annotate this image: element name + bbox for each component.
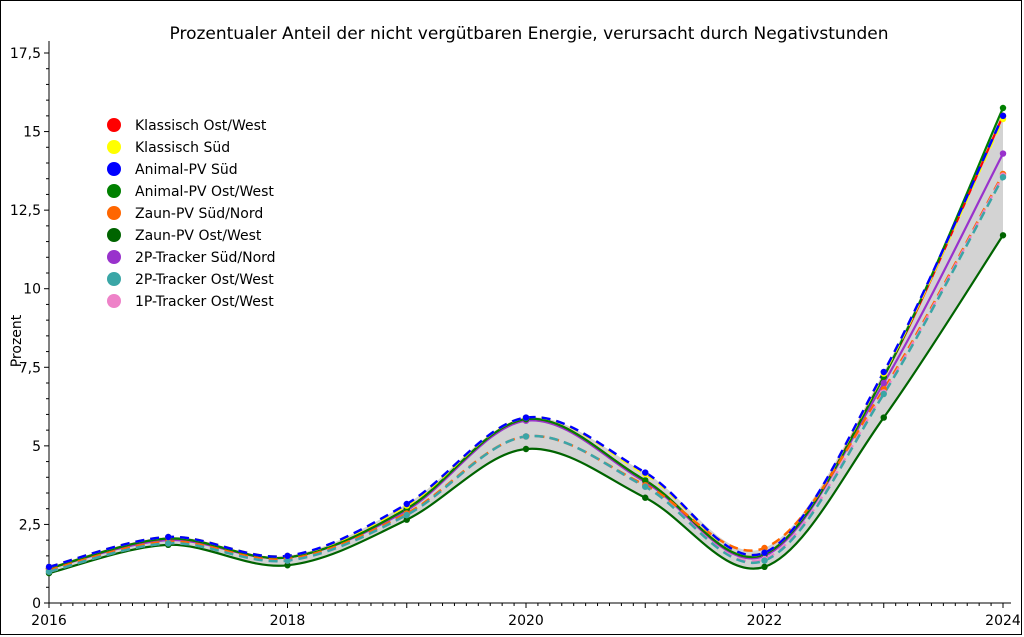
data-point [761,563,768,571]
data-point [761,544,768,552]
legend-label: 1P-Tracker Ost/West [135,294,274,310]
data-point [761,557,768,564]
y-tick-label: 7,5 [19,360,41,376]
data-point [403,516,410,523]
x-tick-label: 2016 [31,613,67,629]
legend-marker [107,118,121,132]
data-point [165,540,172,547]
data-point [284,552,291,560]
y-tick-label: 12,5 [10,203,41,219]
legend-marker [107,228,121,242]
chart-title: Prozentualer Anteil der nicht vergütbare… [170,24,889,44]
data-point [642,494,649,501]
legend-marker [107,140,121,154]
data-point [642,477,649,484]
data-point [880,379,887,387]
x-tick-label: 2022 [747,613,783,629]
y-tick-label: 15 [23,125,41,141]
x-tick-label: 2024 [985,613,1021,629]
legend-marker [107,250,121,264]
x-tick-label: 2020 [508,613,544,629]
data-point [761,549,768,556]
data-point [403,500,410,508]
legend-label: Animal-PV Ost/West [135,184,274,200]
series-line [48,115,1005,569]
y-tick-label: 17,5 [10,46,41,62]
axes: 0 2,5 5 7,5 10 12,5 15 17,5 2016 2018 2020 2022 2024 [10,41,1021,629]
series-line [48,234,1004,575]
legend-marker [107,294,121,308]
data-point [880,390,887,398]
y-axis-label: Prozent [9,314,25,367]
data-point [284,557,291,564]
data-point [999,232,1007,239]
data-point [284,562,291,569]
data-point [999,112,1007,120]
data-point [880,414,887,421]
legend-marker [107,272,121,286]
legend-label: 2P-Tracker Ost/West [135,272,274,288]
points-layer [45,104,1007,577]
x-tick-label: 2018 [270,613,306,629]
legend-label: Zaun-PV Süd/Nord [135,206,263,222]
data-point [45,568,53,575]
legend-label: 2P-Tracker Süd/Nord [135,250,276,266]
data-point [642,483,649,490]
legend-label: Animal-PV Süd [135,162,238,178]
y-tick-label: 10 [23,282,41,298]
data-point [880,368,887,376]
legend-marker [107,162,121,176]
data-point [403,511,410,519]
data-point [522,445,530,453]
data-point [522,433,530,440]
y-tick-label: 5 [32,439,41,455]
data-point [999,150,1007,157]
legend-label: Zaun-PV Ost/West [135,228,262,244]
data-point [642,469,649,476]
data-point [999,104,1007,112]
y-tick-label: 2,5 [19,517,41,533]
data-point [999,173,1007,181]
y-tick-label: 0 [32,596,41,612]
legend: Klassisch Ost/West Klassisch Süd Animal-PV… [107,118,276,310]
legend-label: Klassisch Süd [135,140,230,156]
data-point [165,533,172,541]
legend-marker [107,206,121,220]
legend-label: Klassisch Ost/West [135,118,267,134]
legend-marker [107,184,121,198]
data-point [45,563,53,571]
series-line [48,176,1005,573]
data-point [522,414,530,421]
